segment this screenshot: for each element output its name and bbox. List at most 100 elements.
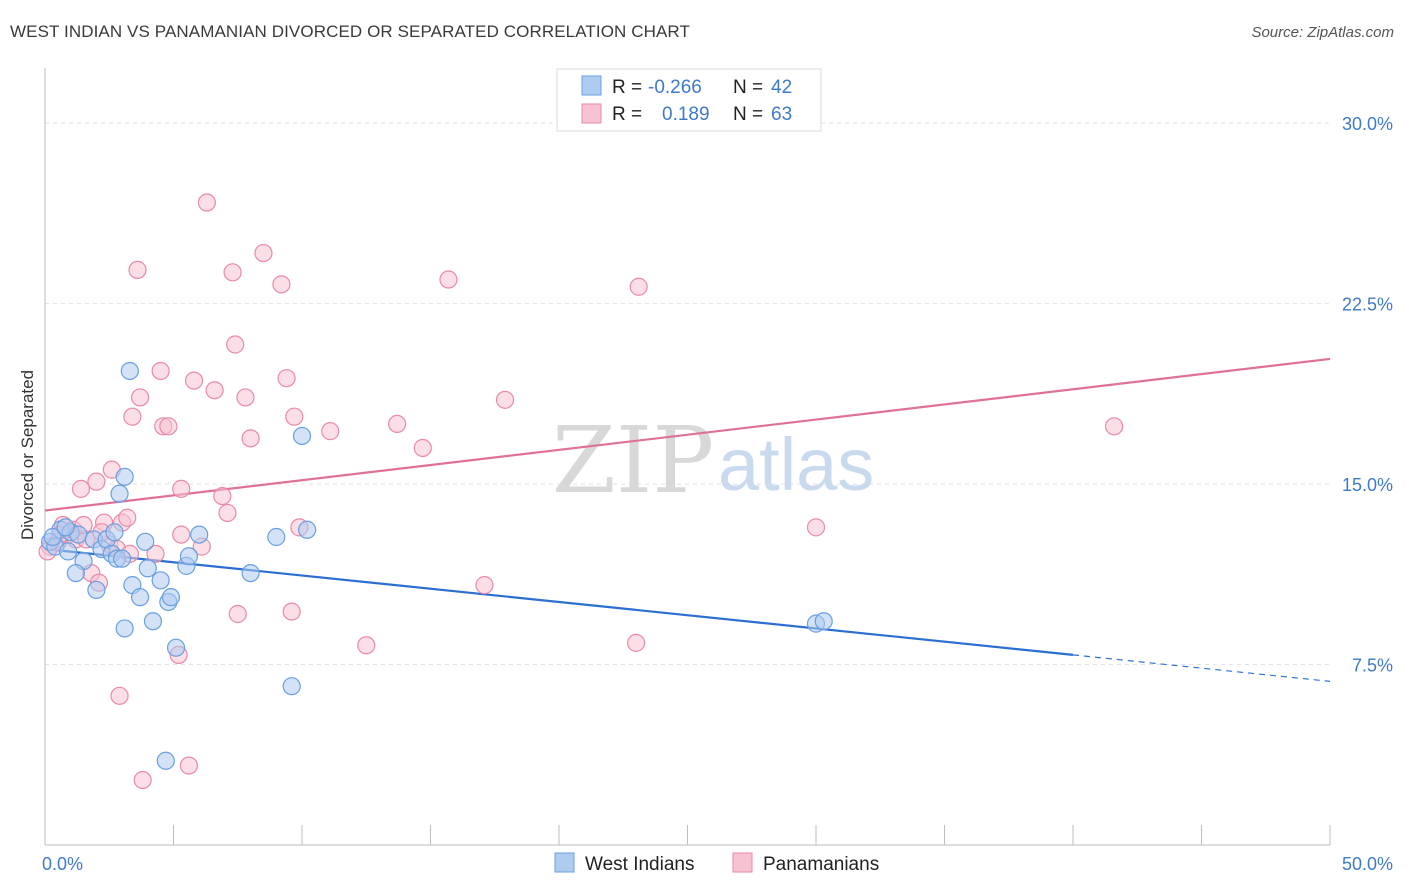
panamanians-point bbox=[159, 417, 178, 436]
y-tick-label: 7.5% bbox=[1352, 656, 1393, 676]
legend-r-label-blue: R = bbox=[612, 77, 642, 98]
west-indians-points bbox=[41, 361, 833, 770]
west-indians-point bbox=[143, 612, 163, 631]
legend-swatch-blue bbox=[581, 75, 602, 96]
panamanians-point bbox=[236, 388, 255, 407]
west-indians-point bbox=[267, 527, 286, 547]
west-indians-trend-line bbox=[44, 547, 1074, 657]
panamanians-point bbox=[197, 193, 217, 212]
west-indians-point bbox=[130, 588, 150, 607]
legend-swatch-pink bbox=[581, 103, 602, 124]
west-indians-point bbox=[179, 547, 199, 566]
panamanians-point bbox=[118, 508, 137, 527]
legend-swatch-panamanians bbox=[732, 852, 753, 873]
panamanians-point bbox=[277, 369, 296, 388]
panamanians-point bbox=[626, 633, 646, 652]
west-indians-point bbox=[87, 580, 106, 600]
source-label: Source: ZipAtlas.com bbox=[1251, 24, 1394, 41]
x-tick-label: 50.0% bbox=[1342, 854, 1393, 874]
panamanians-point bbox=[254, 243, 273, 263]
west-indians-point bbox=[161, 588, 181, 607]
legend-r-value-blue: -0.266 bbox=[648, 77, 702, 98]
panamanians-point bbox=[806, 518, 826, 537]
west-indians-point bbox=[292, 426, 312, 446]
west-indians-point bbox=[115, 467, 134, 486]
y-axis-title: Divorced or Separated bbox=[18, 370, 37, 540]
west-indians-point bbox=[190, 525, 209, 544]
west-indians-point bbox=[43, 527, 62, 547]
watermark-atlas: atlas bbox=[718, 423, 874, 506]
watermark: ZIP atlas bbox=[552, 407, 874, 514]
west-indians-point bbox=[298, 520, 317, 539]
panamanians-point bbox=[1105, 417, 1124, 436]
legend-label-west-indians: West Indians bbox=[585, 854, 694, 875]
legend-r-label-pink: R = bbox=[612, 104, 642, 125]
panamanians-point bbox=[413, 438, 432, 458]
panamanians-point bbox=[272, 275, 291, 294]
west-indians-point bbox=[136, 532, 155, 551]
panamanians-point bbox=[184, 371, 204, 390]
panamanians-point bbox=[228, 604, 247, 624]
west-indians-point bbox=[115, 619, 134, 638]
panamanians-point bbox=[130, 388, 150, 407]
panamanians-point bbox=[357, 636, 376, 655]
west-indians-point bbox=[112, 549, 132, 568]
west-indians-point bbox=[56, 518, 75, 537]
legend-n-label-pink: N = bbox=[733, 104, 763, 125]
panamanians-point bbox=[495, 390, 515, 409]
legend-n-value-pink: 63 bbox=[771, 104, 792, 125]
west-indians-point bbox=[814, 612, 833, 631]
panamanians-trend-line bbox=[44, 357, 1331, 512]
panamanians-point bbox=[439, 270, 458, 289]
panamanians-point bbox=[172, 479, 191, 498]
panamanians-point bbox=[213, 486, 232, 506]
panamanians-point bbox=[128, 260, 147, 280]
panamanians-point bbox=[133, 770, 152, 790]
panamanians-point bbox=[282, 602, 301, 621]
west-indians-point bbox=[59, 542, 78, 561]
panamanians-point bbox=[387, 414, 407, 434]
x-tick-label: 0.0% bbox=[42, 854, 83, 874]
panamanians-point bbox=[151, 361, 170, 381]
panamanians-point bbox=[241, 429, 260, 448]
west-indians-point bbox=[151, 571, 170, 590]
panamanians-point bbox=[321, 422, 340, 441]
legend-n-label-blue: N = bbox=[733, 77, 763, 98]
panamanians-point bbox=[87, 472, 106, 491]
series-legend: West Indians Panamanians bbox=[554, 852, 879, 875]
panamanians-point bbox=[205, 381, 224, 400]
panamanians-point bbox=[110, 686, 129, 705]
west-indians-point bbox=[105, 523, 124, 542]
y-tick-label: 15.0% bbox=[1342, 475, 1393, 495]
axes bbox=[44, 68, 1331, 846]
panamanians-point bbox=[218, 503, 237, 523]
legend-n-value-blue: 42 bbox=[771, 77, 792, 98]
panamanians-point bbox=[223, 263, 242, 282]
west-indians-point bbox=[282, 677, 301, 696]
trend-lines bbox=[44, 357, 1331, 682]
west-indians-point bbox=[138, 559, 157, 578]
y-tick-label: 30.0% bbox=[1342, 114, 1393, 134]
panamanians-point bbox=[475, 576, 494, 595]
west-indians-point bbox=[166, 638, 186, 657]
panamanians-point bbox=[123, 407, 142, 426]
panamanians-point bbox=[179, 756, 199, 775]
y-tick-labels: 7.5% 15.0% 22.5% 30.0% bbox=[1342, 114, 1393, 675]
west-indians-point bbox=[110, 484, 129, 503]
panamanians-point bbox=[226, 335, 245, 354]
stats-legend: R = -0.266 N = 42 R = 0.189 N = 63 bbox=[556, 68, 822, 132]
west-indians-point bbox=[120, 361, 139, 381]
legend-r-value-pink: 0.189 bbox=[662, 104, 710, 125]
west-indians-point bbox=[241, 563, 260, 583]
legend-swatch-west-indians bbox=[554, 852, 575, 873]
panamanians-point bbox=[285, 407, 304, 426]
x-tick-labels: 0.0% 50.0% bbox=[42, 854, 1393, 874]
west-indians-point bbox=[66, 563, 85, 583]
legend-label-panamanians: Panamanians bbox=[763, 854, 879, 875]
watermark-zip: ZIP bbox=[552, 407, 714, 514]
west-indians-point bbox=[156, 751, 175, 770]
panamanians-point bbox=[629, 277, 648, 296]
panamanians-point bbox=[146, 544, 165, 563]
y-tick-label: 22.5% bbox=[1342, 295, 1393, 315]
